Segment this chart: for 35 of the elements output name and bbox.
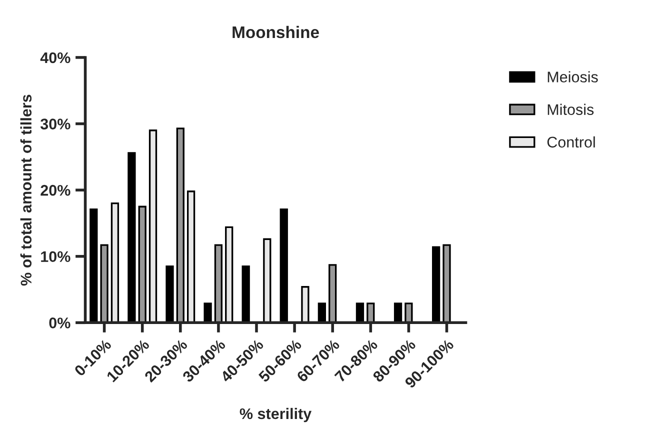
bar [394,302,402,323]
bar [110,202,120,323]
y-tick-label: 0% [49,318,70,328]
bar [356,302,364,323]
bar [90,208,98,323]
y-tick-label: 20% [40,184,70,196]
bar [404,302,413,323]
y-tick-label: 30% [40,118,70,130]
bar [204,302,212,323]
bar [432,246,440,323]
bar [100,244,108,323]
y-axis-title: % of total amount of tillers [20,94,32,286]
legend-label: Mitosis [548,104,594,116]
bar [318,302,326,323]
bar [442,244,451,323]
legend-label: Meiosis [548,71,598,82]
bar [214,244,223,323]
bar [280,208,288,323]
bar [328,264,337,323]
y-tick-label: 40% [40,52,70,64]
bar [138,206,146,323]
chart-title: Moonshine [232,26,319,38]
legend-label: Control [547,136,595,148]
bar [301,286,310,323]
bar [166,265,174,323]
bar [148,130,158,323]
bar [225,226,234,323]
bar [242,265,250,323]
bar [128,152,136,323]
bar [186,190,196,323]
bar [176,128,184,323]
x-axis-title: % sterility [240,408,312,422]
bar [263,238,272,323]
y-tick-label: 10% [41,251,70,262]
bar [366,302,375,323]
